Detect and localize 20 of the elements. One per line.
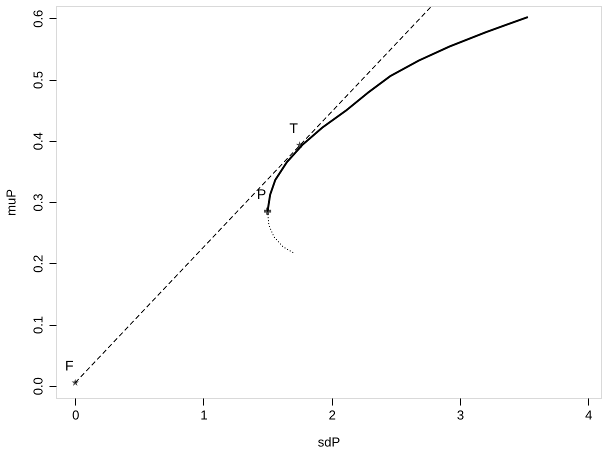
x-tick-label: 2 [328,408,336,422]
x-tick-label: 3 [456,408,464,422]
x-tick-label: 4 [585,408,592,422]
x-tick-label: 1 [200,408,208,422]
x-tick-label: 0 [72,408,80,422]
point [296,141,304,148]
y-tick-label: 0.2 [30,254,46,273]
point [72,378,79,386]
annotation: T [289,120,298,136]
y-tick-label: 0.4 [30,132,46,150]
y-tick-label: 0.1 [30,316,46,334]
y-tick-label: 0.5 [30,70,46,90]
annotation: F [64,358,74,374]
y-tick-label: 0.0 [30,377,46,396]
y-tick-label: 0.3 [30,193,46,212]
y-axis-title: muP [4,189,18,216]
y-tick-label: 0.6 [30,10,46,28]
annotation: P [256,186,266,202]
point [264,208,272,215]
x-axis-title: sdP [318,434,340,450]
